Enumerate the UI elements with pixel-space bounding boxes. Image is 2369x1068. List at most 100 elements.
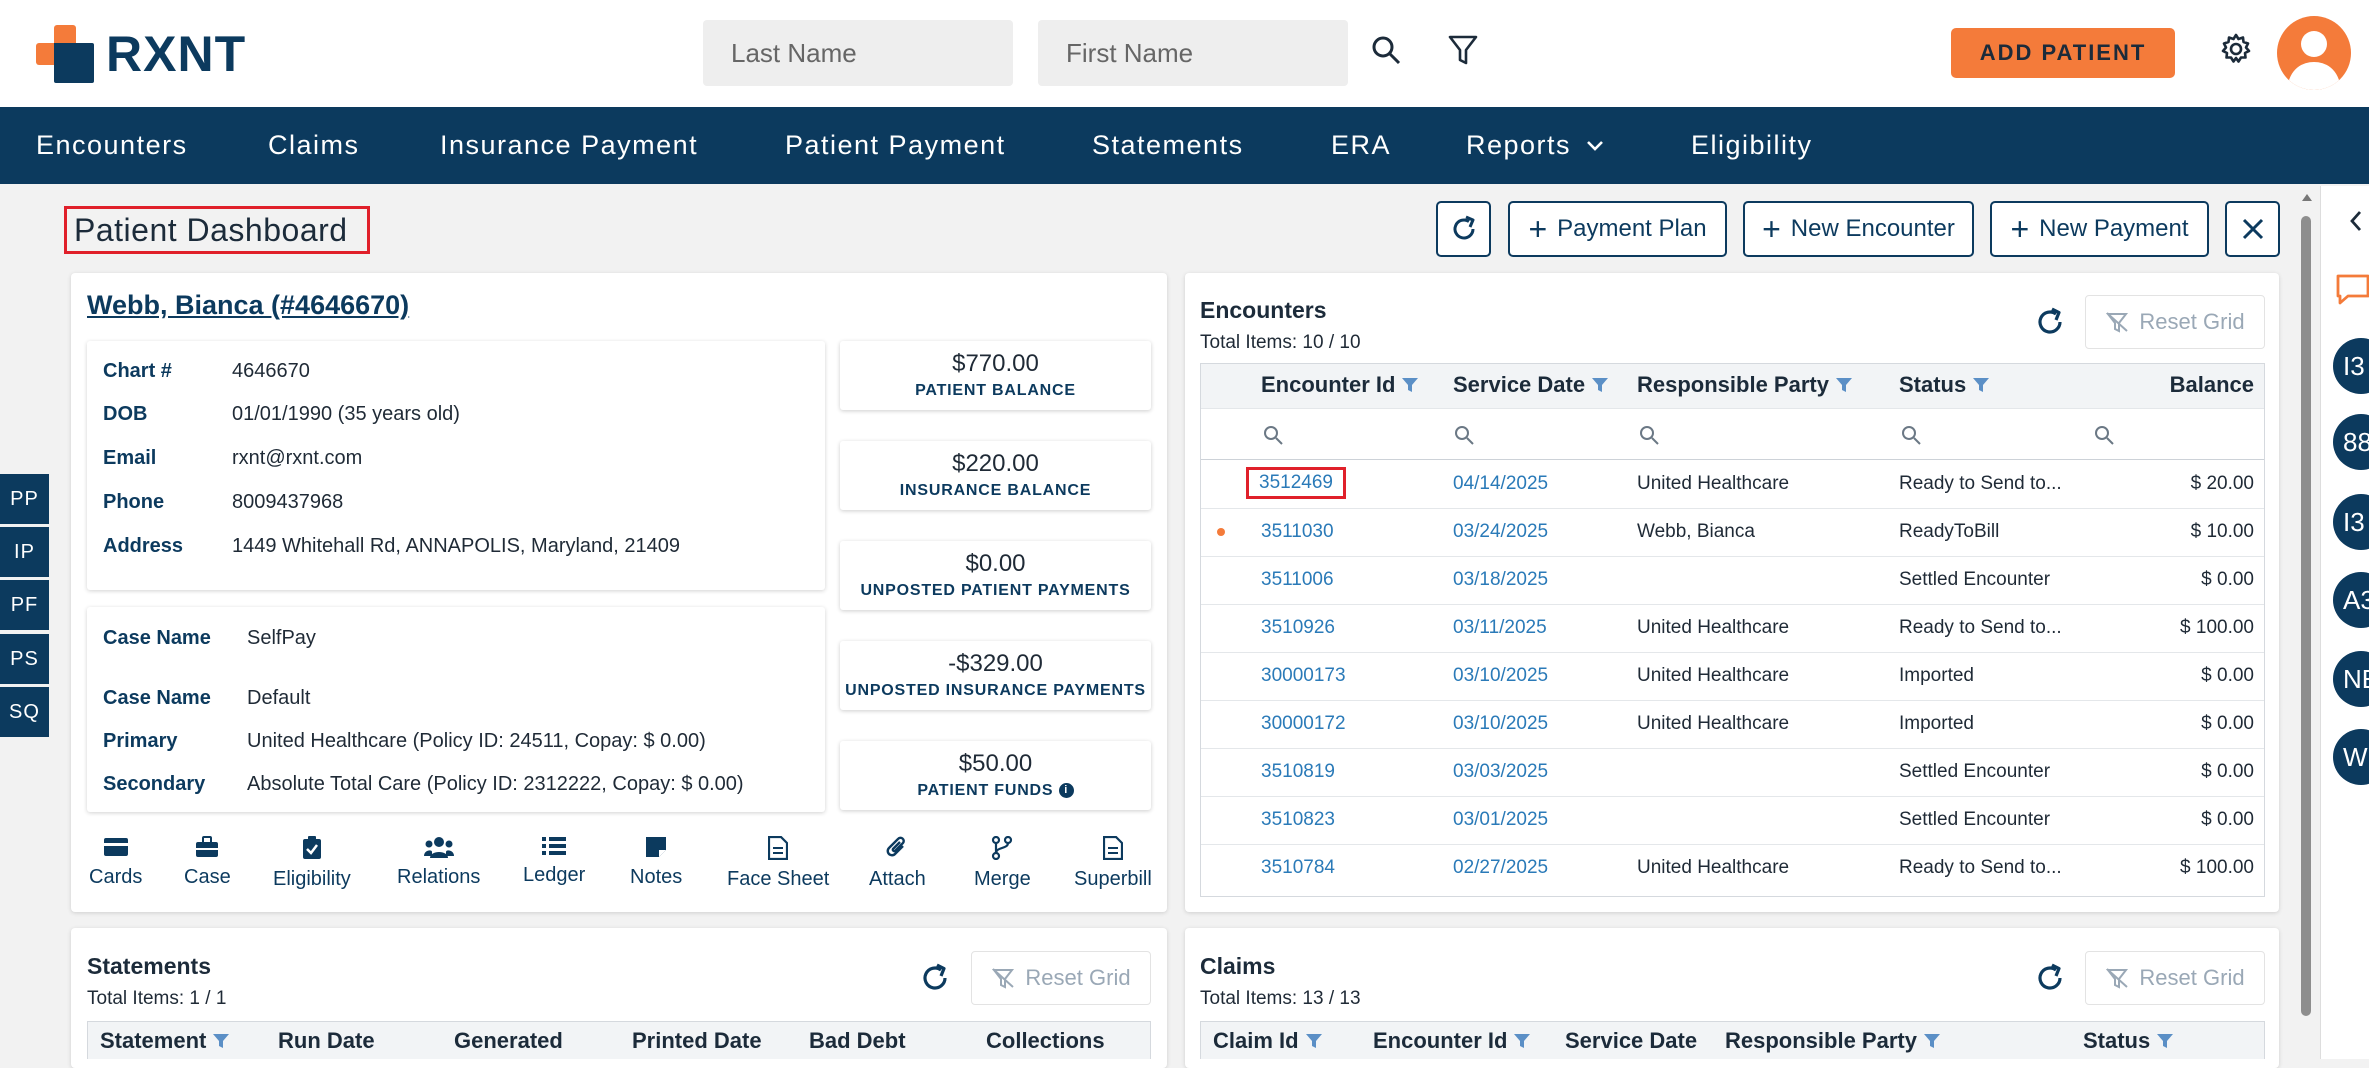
- filter-icon[interactable]: [1401, 377, 1419, 393]
- encounter-row[interactable]: 3511030 03/24/2025 Webb, Bianca ReadyToBill…: [1201, 508, 2264, 556]
- col-generated[interactable]: Generated: [454, 1028, 563, 1053]
- encounter-row[interactable]: 3510784 02/27/2025 United Healthcare Ready …: [1201, 844, 2264, 892]
- side-tab-pf[interactable]: PF: [0, 580, 49, 630]
- encounter-row[interactable]: 3510926 03/11/2025 United Healthcare Ready …: [1201, 604, 2264, 652]
- col-service-date[interactable]: Service Date: [1565, 1028, 1698, 1053]
- encounter-id-link[interactable]: 3510784: [1261, 857, 1335, 878]
- patient-name-link[interactable]: Webb, Bianca (#4646670): [87, 290, 410, 320]
- unposted-patient-payments-box[interactable]: $0.00 UNPOSTED PATIENT PAYMENTS: [840, 541, 1151, 610]
- side-tab-sq[interactable]: SQ: [0, 687, 49, 737]
- encounter-id-link[interactable]: 3511006: [1261, 569, 1334, 590]
- ledger-action[interactable]: Ledger: [523, 836, 585, 887]
- service-date-link[interactable]: 03/11/2025: [1453, 617, 1547, 638]
- last-name-search-input[interactable]: [703, 20, 1013, 86]
- claims-reset-grid-button[interactable]: Reset Grid: [2085, 951, 2265, 1005]
- encounter-row[interactable]: 30000172 03/10/2025 United Healthcare Impor…: [1201, 700, 2264, 748]
- superbill-action[interactable]: Superbill: [1074, 836, 1152, 891]
- col-status[interactable]: Status: [1899, 372, 1990, 398]
- close-button[interactable]: [2225, 201, 2280, 257]
- side-tab-ps[interactable]: PS: [0, 634, 49, 684]
- gear-icon[interactable]: [2218, 31, 2254, 67]
- service-date-link[interactable]: 03/03/2025: [1453, 761, 1549, 782]
- service-date-link[interactable]: 03/10/2025: [1453, 713, 1549, 734]
- col-responsible-party[interactable]: Responsible Party: [1725, 1028, 1941, 1054]
- service-date-link[interactable]: 03/24/2025: [1453, 521, 1549, 542]
- first-name-search-input[interactable]: [1038, 20, 1348, 86]
- col-run-date[interactable]: Run Date: [278, 1028, 375, 1053]
- cards-action[interactable]: Cards: [89, 836, 142, 889]
- col-bad-debt[interactable]: Bad Debt: [809, 1028, 906, 1053]
- unposted-insurance-payments-box[interactable]: -$329.00 UNPOSTED INSURANCE PAYMENTS: [840, 641, 1151, 710]
- attach-action[interactable]: Attach: [869, 836, 926, 891]
- encounter-row[interactable]: 3511006 03/18/2025 Settled Encounter $ 0.00: [1201, 556, 2264, 604]
- encounter-id-link[interactable]: 30000173: [1261, 665, 1346, 686]
- encounters-reset-grid-button[interactable]: Reset Grid: [2085, 295, 2265, 349]
- face-sheet-action[interactable]: Face Sheet: [727, 836, 829, 891]
- user-avatar[interactable]: [2277, 16, 2351, 90]
- filter-icon[interactable]: [1446, 32, 1480, 68]
- scrollbar-thumb[interactable]: [2301, 216, 2311, 1016]
- filter-icon[interactable]: [1305, 1033, 1323, 1049]
- col-encounter-id[interactable]: Encounter Id: [1261, 372, 1419, 398]
- side-tab-ip[interactable]: IP: [0, 527, 49, 577]
- encounter-row[interactable]: 30000173 03/10/2025 United Healthcare Impor…: [1201, 652, 2264, 700]
- nav-encounters[interactable]: Encounters: [36, 130, 188, 160]
- nav-statements[interactable]: Statements: [1092, 130, 1244, 160]
- search-icon[interactable]: [1639, 425, 1659, 445]
- refresh-button[interactable]: [1436, 201, 1491, 257]
- side-tab-pp[interactable]: PP: [0, 474, 49, 524]
- service-date-link[interactable]: 03/10/2025: [1453, 665, 1549, 686]
- encounter-id-link[interactable]: 3512469: [1246, 467, 1346, 499]
- filter-icon[interactable]: [1835, 377, 1853, 393]
- new-payment-button[interactable]: + New Payment: [1990, 201, 2209, 257]
- insurance-balance-box[interactable]: $220.00 INSURANCE BALANCE: [840, 441, 1151, 510]
- payment-plan-button[interactable]: + Payment Plan: [1508, 201, 1727, 257]
- patient-balance-box[interactable]: $770.00 PATIENT BALANCE: [840, 341, 1151, 410]
- page-scrollbar[interactable]: [2298, 186, 2314, 1059]
- encounter-id-link[interactable]: 3510819: [1261, 761, 1335, 782]
- service-date-link[interactable]: 02/27/2025: [1453, 857, 1549, 878]
- claims-refresh-icon[interactable]: [2032, 960, 2068, 996]
- encounter-id-link[interactable]: 30000172: [1261, 713, 1346, 734]
- col-claim-id[interactable]: Claim Id: [1213, 1028, 1323, 1054]
- nav-insurance-payment[interactable]: Insurance Payment: [440, 130, 699, 160]
- search-icon[interactable]: [1901, 425, 1921, 445]
- eligibility-action[interactable]: Eligibility: [273, 836, 351, 891]
- add-patient-button[interactable]: ADD PATIENT: [1951, 28, 2175, 78]
- service-date-link[interactable]: 03/01/2025: [1453, 809, 1549, 830]
- nav-claims[interactable]: Claims: [268, 130, 360, 160]
- info-icon[interactable]: i: [1058, 783, 1074, 799]
- patient-funds-box[interactable]: $50.00 PATIENT FUNDS i: [840, 741, 1151, 810]
- search-icon[interactable]: [1263, 425, 1283, 445]
- case-action[interactable]: Case: [184, 836, 231, 889]
- encounters-refresh-icon[interactable]: [2032, 304, 2068, 340]
- chevron-left-icon[interactable]: [2345, 208, 2367, 234]
- col-statement[interactable]: Statement: [100, 1028, 230, 1054]
- statements-reset-grid-button[interactable]: Reset Grid: [971, 951, 1151, 1005]
- col-encounter-id[interactable]: Encounter Id: [1373, 1028, 1531, 1054]
- col-service-date[interactable]: Service Date: [1453, 372, 1609, 398]
- scroll-up-arrow[interactable]: [2302, 194, 2312, 201]
- col-responsible-party[interactable]: Responsible Party: [1637, 372, 1853, 398]
- service-date-link[interactable]: 03/18/2025: [1453, 569, 1549, 590]
- filter-icon[interactable]: [2156, 1033, 2174, 1049]
- search-icon[interactable]: [1368, 32, 1404, 68]
- col-collections[interactable]: Collections: [986, 1028, 1105, 1053]
- encounter-id-link[interactable]: 3511030: [1261, 521, 1334, 542]
- encounter-id-link[interactable]: 3510823: [1261, 809, 1335, 830]
- merge-action[interactable]: Merge: [974, 836, 1031, 891]
- encounter-row[interactable]: 3510823 03/01/2025 Settled Encounter $ 0.00: [1201, 796, 2264, 844]
- encounter-row[interactable]: 3510819 03/03/2025 Settled Encounter $ 0.00: [1201, 748, 2264, 796]
- nav-eligibility[interactable]: Eligibility: [1691, 130, 1813, 160]
- nav-patient-payment[interactable]: Patient Payment: [785, 130, 1006, 160]
- filter-icon[interactable]: [1591, 377, 1609, 393]
- encounter-id-link[interactable]: 3510926: [1261, 617, 1335, 638]
- col-balance[interactable]: Balance: [2169, 372, 2254, 397]
- encounter-row[interactable]: 3512469 04/14/2025 United Healthcare Ready …: [1201, 460, 2264, 508]
- col-status[interactable]: Status: [2083, 1028, 2174, 1054]
- service-date-link[interactable]: 04/14/2025: [1453, 473, 1549, 494]
- filter-icon[interactable]: [212, 1033, 230, 1049]
- statements-refresh-icon[interactable]: [917, 960, 953, 996]
- filter-icon[interactable]: [1972, 377, 1990, 393]
- search-icon[interactable]: [1454, 425, 1474, 445]
